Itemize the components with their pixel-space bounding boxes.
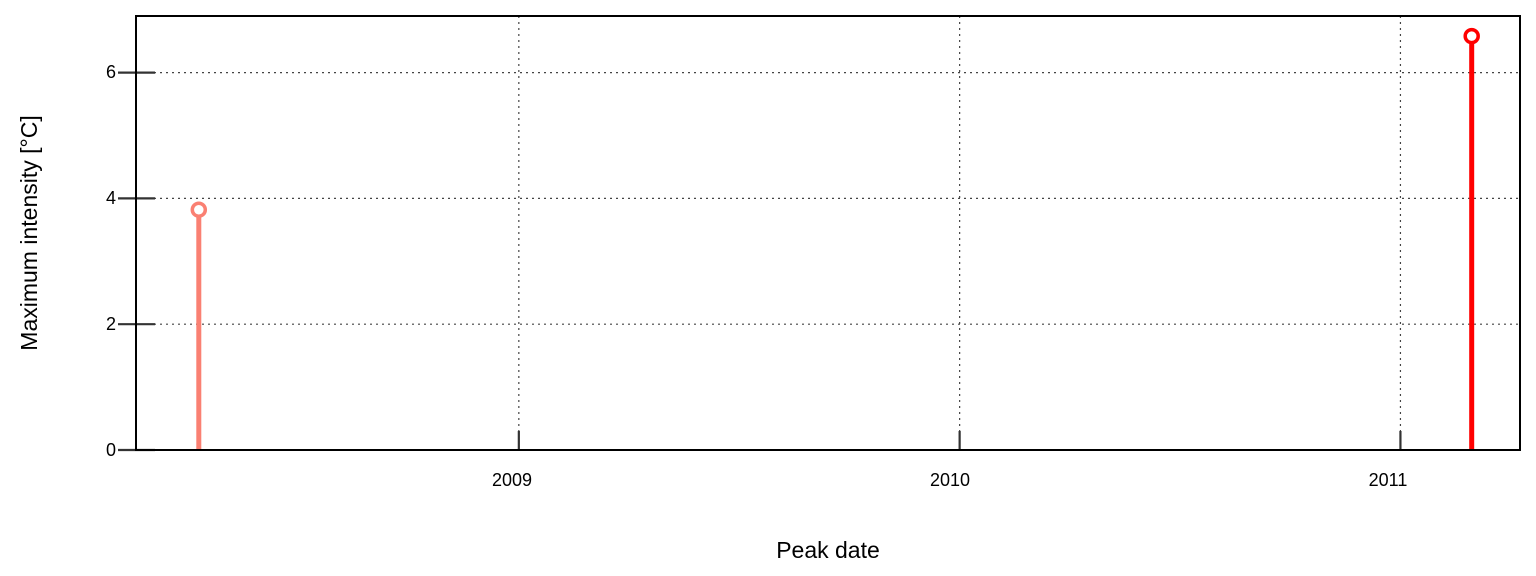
axis-ticks — [118, 71, 1402, 452]
x-tick-label-2009: 2009 — [492, 470, 532, 490]
stem-marker-0 — [190, 201, 208, 218]
y-axis-tick-labels: 0 2 4 6 — [106, 62, 116, 460]
stem-marker-1 — [1463, 27, 1480, 45]
y-tick-label-0: 0 — [106, 440, 116, 460]
x-axis-tick-labels: 2009 2010 2011 — [492, 470, 1407, 490]
y-axis-title: Maximum intensity [°C] — [16, 115, 42, 350]
y-tick-label-2: 2 — [106, 314, 116, 334]
plot-frame — [135, 15, 1521, 451]
y-tick-label-4: 4 — [106, 188, 116, 208]
grid — [136, 16, 1520, 450]
y-tick-label-6: 6 — [106, 62, 116, 82]
x-tick-label-2011: 2011 — [1369, 470, 1408, 490]
x-tick-label-2010: 2010 — [930, 470, 970, 490]
x-axis-title: Peak date — [776, 537, 880, 563]
stem-series — [190, 27, 1480, 450]
